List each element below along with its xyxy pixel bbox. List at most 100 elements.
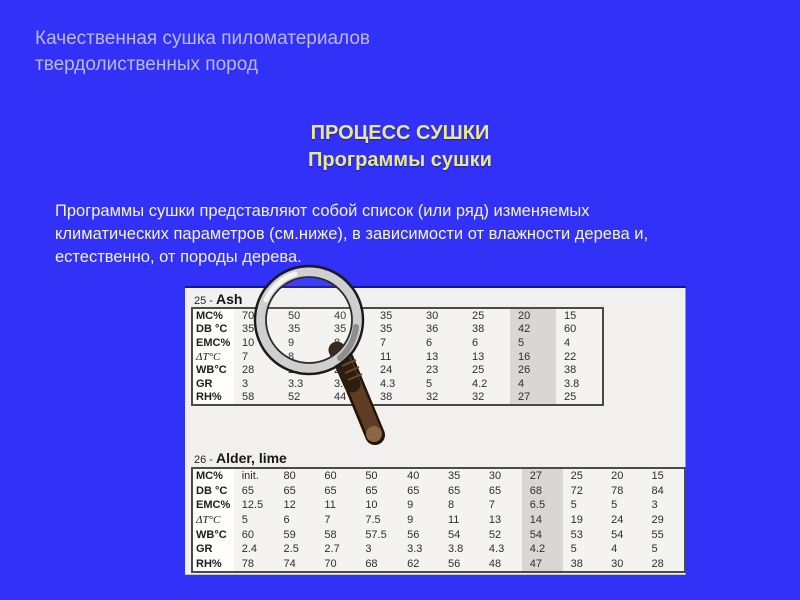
table-row: DB °C 65 65 65 65 65 65 65 68 72 78 84 bbox=[192, 483, 685, 499]
row-label: DB °C bbox=[192, 483, 234, 499]
table-cell: 38 bbox=[472, 323, 485, 336]
table-cell: 3.8 bbox=[334, 377, 350, 390]
ash-table-number: 25 - bbox=[194, 295, 213, 307]
table-cell: 35 bbox=[380, 323, 393, 336]
table-cell: 5 bbox=[570, 499, 577, 512]
table-row: GR 3 3.3 3.8 4.3 5 4.2 4 3.8 bbox=[192, 376, 603, 391]
table-cell: 5 bbox=[570, 543, 577, 556]
table-cell: 4 bbox=[510, 376, 556, 391]
table-cell: 3.8 bbox=[448, 543, 464, 556]
table-cell: 3 bbox=[365, 543, 372, 556]
table-row: EMC% 10 9 8 7 6 6 5 4 bbox=[192, 336, 603, 350]
table-cell: init. bbox=[241, 470, 259, 483]
table-row: GR 2.4 2.5 2.7 3 3.3 3.8 4.3 4.2 5 4 5 bbox=[192, 541, 685, 557]
table-cell: 48 bbox=[488, 557, 502, 570]
table-cell: 78 bbox=[611, 484, 624, 497]
table-cell: 5 bbox=[426, 377, 433, 390]
table-cell: 4.2 bbox=[521, 541, 563, 557]
row-label: EMC% bbox=[192, 498, 234, 513]
table-cell: 11 bbox=[324, 499, 336, 512]
row-label: EMC% bbox=[192, 336, 234, 350]
alder-drying-table: MC% init. 80 60 50 40 35 30 27 25 20 15 DB °C 65 65 65 6… bbox=[191, 467, 686, 574]
table-cell: 3.8 bbox=[564, 377, 580, 390]
table-cell: 20 bbox=[510, 308, 556, 323]
table-cell: 22 bbox=[564, 350, 577, 363]
table-cell: 10 bbox=[334, 350, 347, 363]
table-cell: 7 bbox=[324, 514, 331, 527]
table-cell: 24 bbox=[611, 514, 624, 527]
table-cell: 20 bbox=[611, 470, 624, 483]
table-cell: 35 bbox=[334, 323, 347, 336]
row-label: GR bbox=[192, 541, 234, 557]
table-cell: 57.5 bbox=[365, 528, 387, 541]
table-cell: 59 bbox=[283, 528, 296, 541]
alder-table-name: Alder, lime bbox=[216, 450, 287, 466]
table-cell: 62 bbox=[407, 557, 420, 570]
table-cell: 13 bbox=[488, 514, 502, 527]
table-cell: 35 bbox=[380, 309, 393, 322]
table-cell: 30 bbox=[611, 557, 624, 570]
table-cell: 50 bbox=[288, 309, 301, 322]
table-cell: 27 bbox=[510, 390, 556, 406]
table-cell: 2.5 bbox=[283, 543, 299, 556]
table-cell: 30 bbox=[426, 309, 439, 322]
table-cell: 65 bbox=[241, 484, 254, 497]
table-cell: 60 bbox=[324, 470, 337, 483]
row-label: WB°C bbox=[192, 527, 234, 542]
table-cell: 29 bbox=[651, 514, 664, 527]
table-cell: 58 bbox=[324, 528, 337, 541]
slide-title-line1: Качественная сушка пиломатериалов bbox=[35, 28, 371, 49]
table-cell: 6 bbox=[283, 514, 290, 527]
table-cell: 3.3 bbox=[288, 377, 304, 390]
table-cell: 27 bbox=[288, 364, 301, 377]
table-cell: 2.4 bbox=[241, 543, 258, 556]
table-cell: 27 bbox=[521, 468, 563, 484]
table-cell: 47 bbox=[521, 556, 563, 573]
table-cell: 25 bbox=[570, 470, 583, 483]
table-cell: 6 bbox=[426, 336, 433, 349]
table-cell: 4.3 bbox=[488, 543, 505, 556]
table-cell: 84 bbox=[651, 484, 664, 497]
row-label: ΔT°C bbox=[192, 512, 234, 528]
table-cell: 38 bbox=[380, 391, 393, 404]
table-cell: 53 bbox=[570, 528, 583, 541]
table-cell: 52 bbox=[288, 391, 301, 404]
body-line1: Программы сушки представляют собой списо… bbox=[55, 202, 590, 220]
table-cell: 30 bbox=[488, 470, 502, 483]
table-cell: 70 bbox=[324, 557, 337, 570]
table-cell: 65 bbox=[365, 484, 378, 497]
table-cell: 4.2 bbox=[472, 377, 488, 390]
slide-title-line2: твердолиственных пород bbox=[35, 54, 258, 75]
table-cell: 40 bbox=[407, 470, 420, 483]
table-cell: 13 bbox=[472, 350, 485, 363]
drying-programs-figure: 25 - Ash MC% 70 50 40 35 30 25 20 15 DB °C 35 35 35 3… bbox=[185, 286, 686, 575]
table-cell: 38 bbox=[564, 364, 577, 377]
table-row: RH% 58 52 44 38 32 32 27 25 bbox=[192, 390, 603, 406]
body-line3: естественно, от породы дерева. bbox=[55, 248, 302, 266]
table-cell: 42 bbox=[510, 322, 556, 337]
table-row: ΔT°C 5 6 7 7.5 9 11 13 14 19 24 29 bbox=[192, 512, 685, 528]
table-cell: 10 bbox=[365, 499, 378, 512]
table-cell: 78 bbox=[241, 557, 254, 570]
table-cell: 68 bbox=[521, 483, 563, 499]
alder-table-caption: 26 - Alder, lime bbox=[194, 450, 287, 466]
table-cell: 3 bbox=[242, 377, 249, 390]
table-cell: 13 bbox=[426, 350, 439, 363]
ash-drying-table: MC% 70 50 40 35 30 25 20 15 DB °C 35 35 35 35 36 38 42 60… bbox=[191, 307, 604, 407]
table-cell: 8 bbox=[288, 350, 295, 363]
table-cell: 12.5 bbox=[241, 499, 264, 512]
row-label: RH% bbox=[192, 390, 234, 406]
table-cell: 52 bbox=[488, 528, 502, 541]
table-cell: 56 bbox=[407, 528, 420, 541]
table-cell: 35 bbox=[288, 323, 301, 336]
section-heading-line2: Программы сушки bbox=[308, 149, 492, 171]
table-row: DB °C 35 35 35 35 36 38 42 60 bbox=[192, 322, 603, 337]
table-cell: 38 bbox=[570, 557, 583, 570]
row-label: GR bbox=[192, 376, 234, 391]
table-row: RH% 78 74 70 68 62 56 48 47 38 30 28 bbox=[192, 556, 685, 573]
table-cell: 25 bbox=[472, 364, 485, 377]
table-cell: 55 bbox=[651, 528, 664, 541]
table-row: WB°C 60 59 58 57.5 56 54 52 54 53 54 55 bbox=[192, 527, 685, 542]
row-label: WB°C bbox=[192, 363, 234, 377]
table-cell: 5 bbox=[241, 514, 248, 527]
